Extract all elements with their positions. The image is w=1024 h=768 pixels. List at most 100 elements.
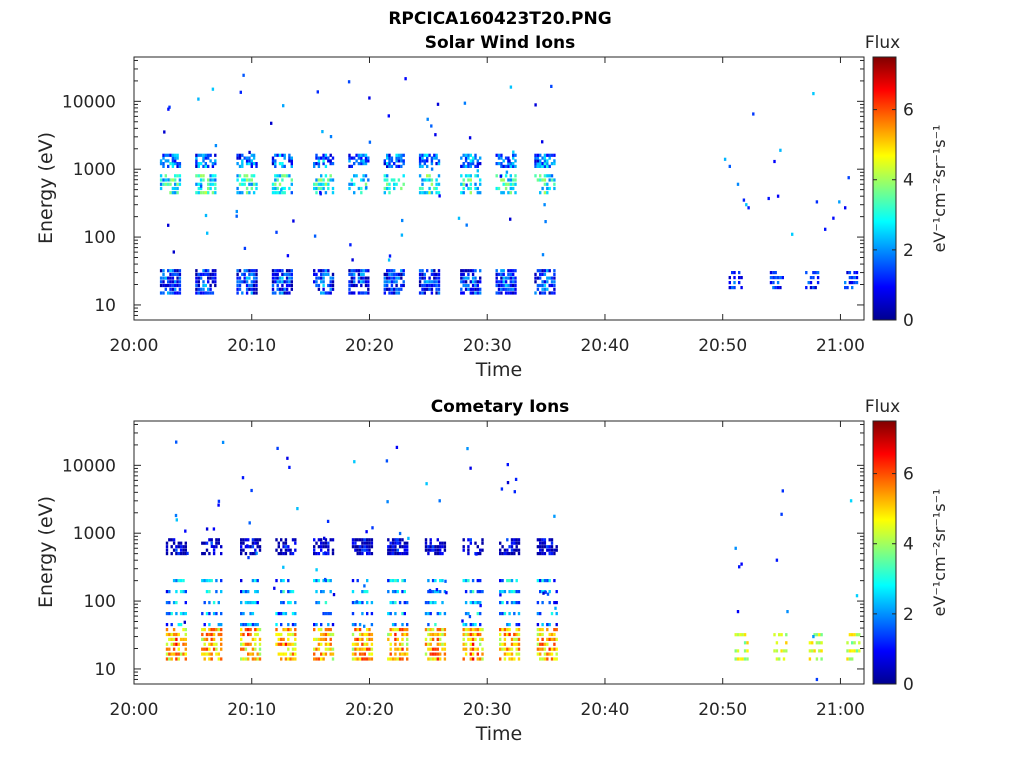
heatmap-cell [331, 548, 335, 552]
heatmap-cell [364, 269, 368, 273]
heatmap-cell [548, 545, 551, 549]
heatmap-cell [368, 96, 371, 100]
heatmap-cell [315, 191, 318, 195]
heatmap-cell [240, 590, 243, 594]
heatmap-cell [370, 657, 374, 661]
heatmap-cell [317, 162, 321, 166]
heatmap-cell [329, 276, 332, 280]
heatmap-cell [360, 178, 363, 182]
heatmap-cell [236, 269, 239, 273]
heatmap-cell [291, 538, 295, 542]
heatmap-cell [290, 191, 293, 195]
heatmap-cell [252, 280, 256, 284]
heatmap-cell [513, 632, 516, 637]
heatmap-cell [364, 283, 368, 288]
heatmap-cell [255, 287, 258, 291]
heatmap-cell [360, 191, 363, 195]
heatmap-cell [550, 652, 554, 656]
heatmap-cell [276, 174, 279, 178]
heatmap-cell [543, 174, 547, 178]
heatmap-cell [515, 628, 518, 632]
heatmap-cell [424, 612, 428, 616]
heatmap-cell [469, 632, 472, 637]
heatmap-cell [543, 287, 547, 291]
heatmap-cell [322, 287, 325, 291]
heatmap-cell [317, 287, 321, 291]
colorbar-title: Flux [865, 397, 900, 417]
heatmap-cell [553, 514, 556, 518]
heatmap-cell [436, 552, 439, 556]
heatmap-cell [471, 287, 475, 291]
heatmap-cell [553, 280, 556, 284]
heatmap-cell [853, 641, 856, 645]
heatmap-cell [509, 287, 512, 291]
heatmap-cell [853, 649, 856, 653]
heatmap-cell [364, 182, 368, 186]
heatmap-cell [179, 579, 183, 583]
heatmap-cell [165, 647, 169, 651]
heatmap-cell [508, 159, 511, 163]
heatmap-cell [464, 590, 468, 594]
heatmap-cell [171, 269, 175, 273]
heatmap-cell [275, 548, 278, 552]
heatmap-cell [320, 538, 323, 542]
heatmap-cell [354, 538, 357, 542]
heatmap-cell [367, 178, 370, 182]
heatmap-cell [426, 287, 429, 291]
heatmap-cell [394, 579, 397, 583]
heatmap-cell [476, 174, 479, 178]
heatmap-cell [780, 512, 783, 516]
heatmap-cell [517, 647, 521, 651]
heatmap-cell [358, 652, 362, 656]
heatmap-cell [553, 178, 556, 182]
heatmap-cell [353, 174, 356, 178]
heatmap-cell [476, 287, 479, 291]
heatmap-cell [462, 628, 465, 632]
heatmap-cell [278, 153, 282, 157]
heatmap-cell [254, 623, 257, 627]
heatmap-cell [245, 178, 249, 182]
heatmap-cell [249, 545, 252, 549]
heatmap-cell [170, 623, 173, 627]
heatmap-cell [550, 178, 554, 182]
heatmap-cell [254, 538, 257, 542]
heatmap-cell [849, 499, 853, 503]
heatmap-cell [175, 590, 178, 594]
heatmap-cell [504, 280, 508, 284]
heatmap-cell [356, 552, 359, 556]
heatmap-cell [365, 530, 368, 534]
heatmap-cell [159, 186, 163, 191]
heatmap-cell [773, 649, 776, 653]
heatmap-cell [534, 276, 537, 280]
heatmap-cell [327, 552, 330, 556]
heatmap-cell [277, 541, 280, 545]
heatmap-cell [853, 276, 856, 280]
heatmap-cell [550, 174, 554, 178]
heatmap-cell [284, 545, 288, 549]
x-axis-label: Time [475, 723, 523, 745]
heatmap-cell [174, 272, 177, 276]
heatmap-cell [274, 174, 277, 178]
heatmap-cell [499, 552, 502, 556]
heatmap-cell [502, 276, 505, 280]
heatmap-cell [165, 548, 169, 552]
heatmap-cell [510, 548, 514, 552]
heatmap-cell [364, 153, 368, 157]
heatmap-cell [169, 269, 172, 273]
heatmap-cell [406, 601, 409, 605]
heatmap-cell [508, 652, 511, 656]
heatmap-cell [776, 194, 780, 198]
heatmap-cell [406, 657, 409, 661]
heatmap-cell [776, 286, 780, 290]
heatmap-cell [475, 552, 478, 556]
heatmap-cell [280, 623, 283, 627]
heatmap-cell [364, 156, 368, 160]
heatmap-cell [433, 156, 436, 160]
heatmap-cell [462, 579, 465, 583]
heatmap-cell [513, 552, 516, 556]
heatmap-cell [536, 156, 540, 160]
heatmap-cell [175, 612, 178, 616]
heatmap-cell [427, 647, 430, 651]
heatmap-cell [443, 541, 447, 545]
heatmap-cell [177, 652, 180, 656]
